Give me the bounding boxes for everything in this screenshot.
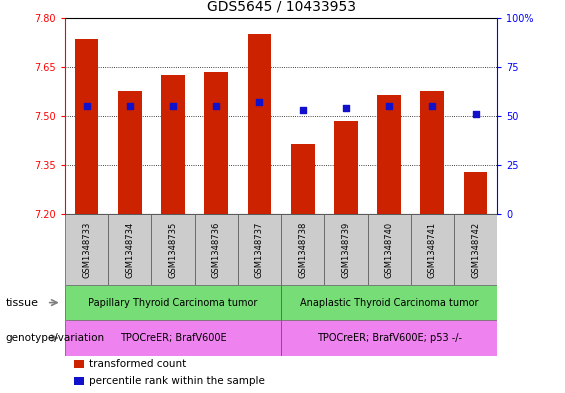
Text: percentile rank within the sample: percentile rank within the sample [89,376,264,386]
Bar [420,91,444,214]
Bar [73,360,84,368]
Bar [75,39,98,214]
Bar [118,91,142,214]
Text: GSM1348740: GSM1348740 [385,222,394,277]
Point [298,107,307,113]
Text: tissue: tissue [6,298,38,308]
Text: GSM1348733: GSM1348733 [82,221,91,278]
Text: TPOCreER; BrafV600E; p53 -/-: TPOCreER; BrafV600E; p53 -/- [316,333,462,343]
Bar [454,214,497,285]
Bar [281,285,497,320]
Text: GSM1348741: GSM1348741 [428,222,437,277]
Point [82,103,91,109]
Bar [377,95,401,214]
Point [385,103,394,109]
Bar [65,320,281,356]
Bar [281,214,324,285]
Text: GSM1348738: GSM1348738 [298,221,307,278]
Bar [367,214,411,285]
Bar [151,214,194,285]
Bar [65,214,108,285]
Bar [324,214,368,285]
Bar [291,144,315,214]
Bar [411,214,454,285]
Bar [205,72,228,214]
Text: genotype/variation: genotype/variation [6,333,105,343]
Title: GDS5645 / 10433953: GDS5645 / 10433953 [207,0,355,14]
Bar [334,121,358,214]
Point [125,103,134,109]
Point [428,103,437,109]
Bar [238,214,281,285]
Point [255,99,264,105]
Point [341,105,350,111]
Text: TPOCreER; BrafV600E: TPOCreER; BrafV600E [120,333,227,343]
Text: GSM1348736: GSM1348736 [212,221,221,278]
Point [168,103,177,109]
Bar [161,75,185,214]
Bar [194,214,238,285]
Bar [281,320,497,356]
Point [471,111,480,117]
Bar [73,376,84,385]
Text: GSM1348737: GSM1348737 [255,221,264,278]
Bar [247,34,271,214]
Bar [108,214,151,285]
Text: Anaplastic Thyroid Carcinoma tumor: Anaplastic Thyroid Carcinoma tumor [300,298,479,308]
Text: GSM1348742: GSM1348742 [471,222,480,277]
Text: GSM1348739: GSM1348739 [341,221,350,278]
Text: GSM1348735: GSM1348735 [168,221,177,278]
Point [212,103,221,109]
Text: Papillary Thyroid Carcinoma tumor: Papillary Thyroid Carcinoma tumor [88,298,258,308]
Text: transformed count: transformed count [89,359,186,369]
Bar [464,172,488,214]
Text: GSM1348734: GSM1348734 [125,221,134,278]
Bar [65,285,281,320]
